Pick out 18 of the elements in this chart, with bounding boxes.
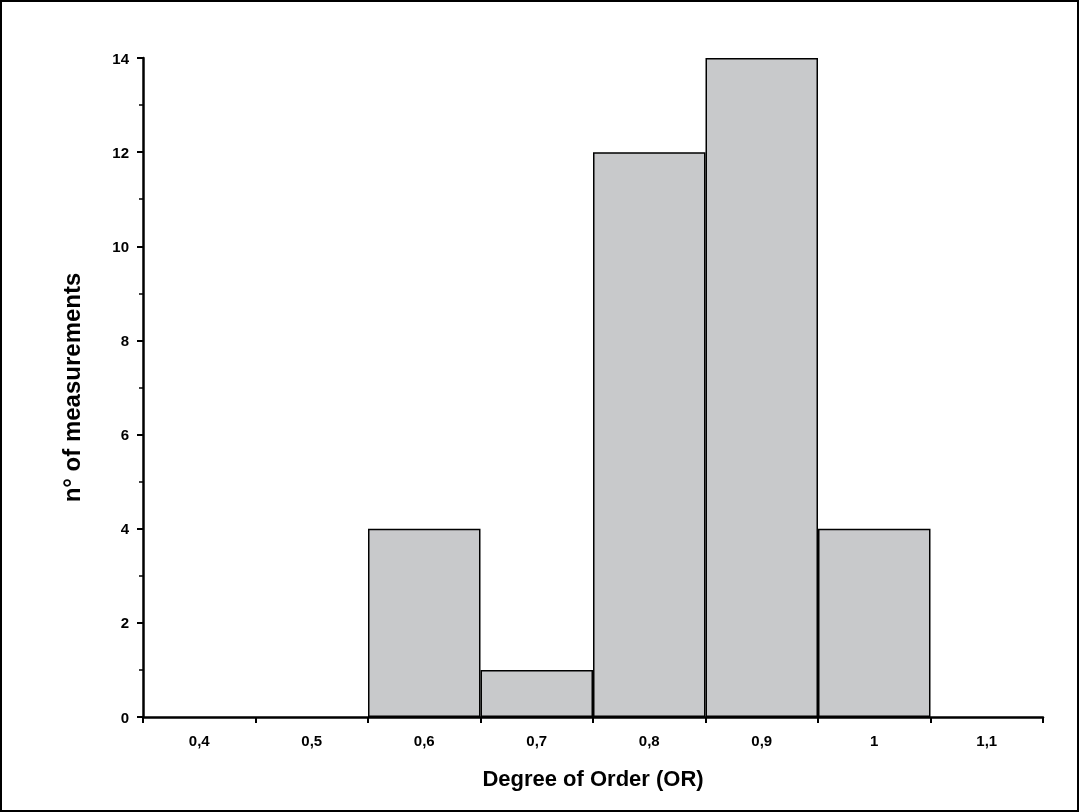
x-tick-label: 0,9 [751,732,773,749]
y-tick-label: 12 [112,143,129,161]
y-tick-label: 10 [112,237,129,255]
x-tick-label: 1 [870,732,879,749]
y-tick-label: 6 [120,426,129,444]
x-tick-label: 0,7 [526,732,548,749]
y-tick-label: 8 [120,331,129,349]
y-tick-label: 14 [112,49,130,67]
y-tick-label: 0 [120,708,129,726]
y-axis-title: n° of measurements [57,272,85,503]
x-tick-label: 1,1 [976,732,998,749]
x-tick-label: 0,6 [413,732,435,749]
x-tick-label: 0,4 [188,732,211,749]
x-axis-title: Degree of Order (OR) [482,765,704,791]
x-tick-label: 0,5 [301,732,323,749]
x-tick-label: 0,8 [638,732,660,749]
y-tick-label: 2 [120,614,129,632]
y-tick-label: 4 [120,520,130,538]
